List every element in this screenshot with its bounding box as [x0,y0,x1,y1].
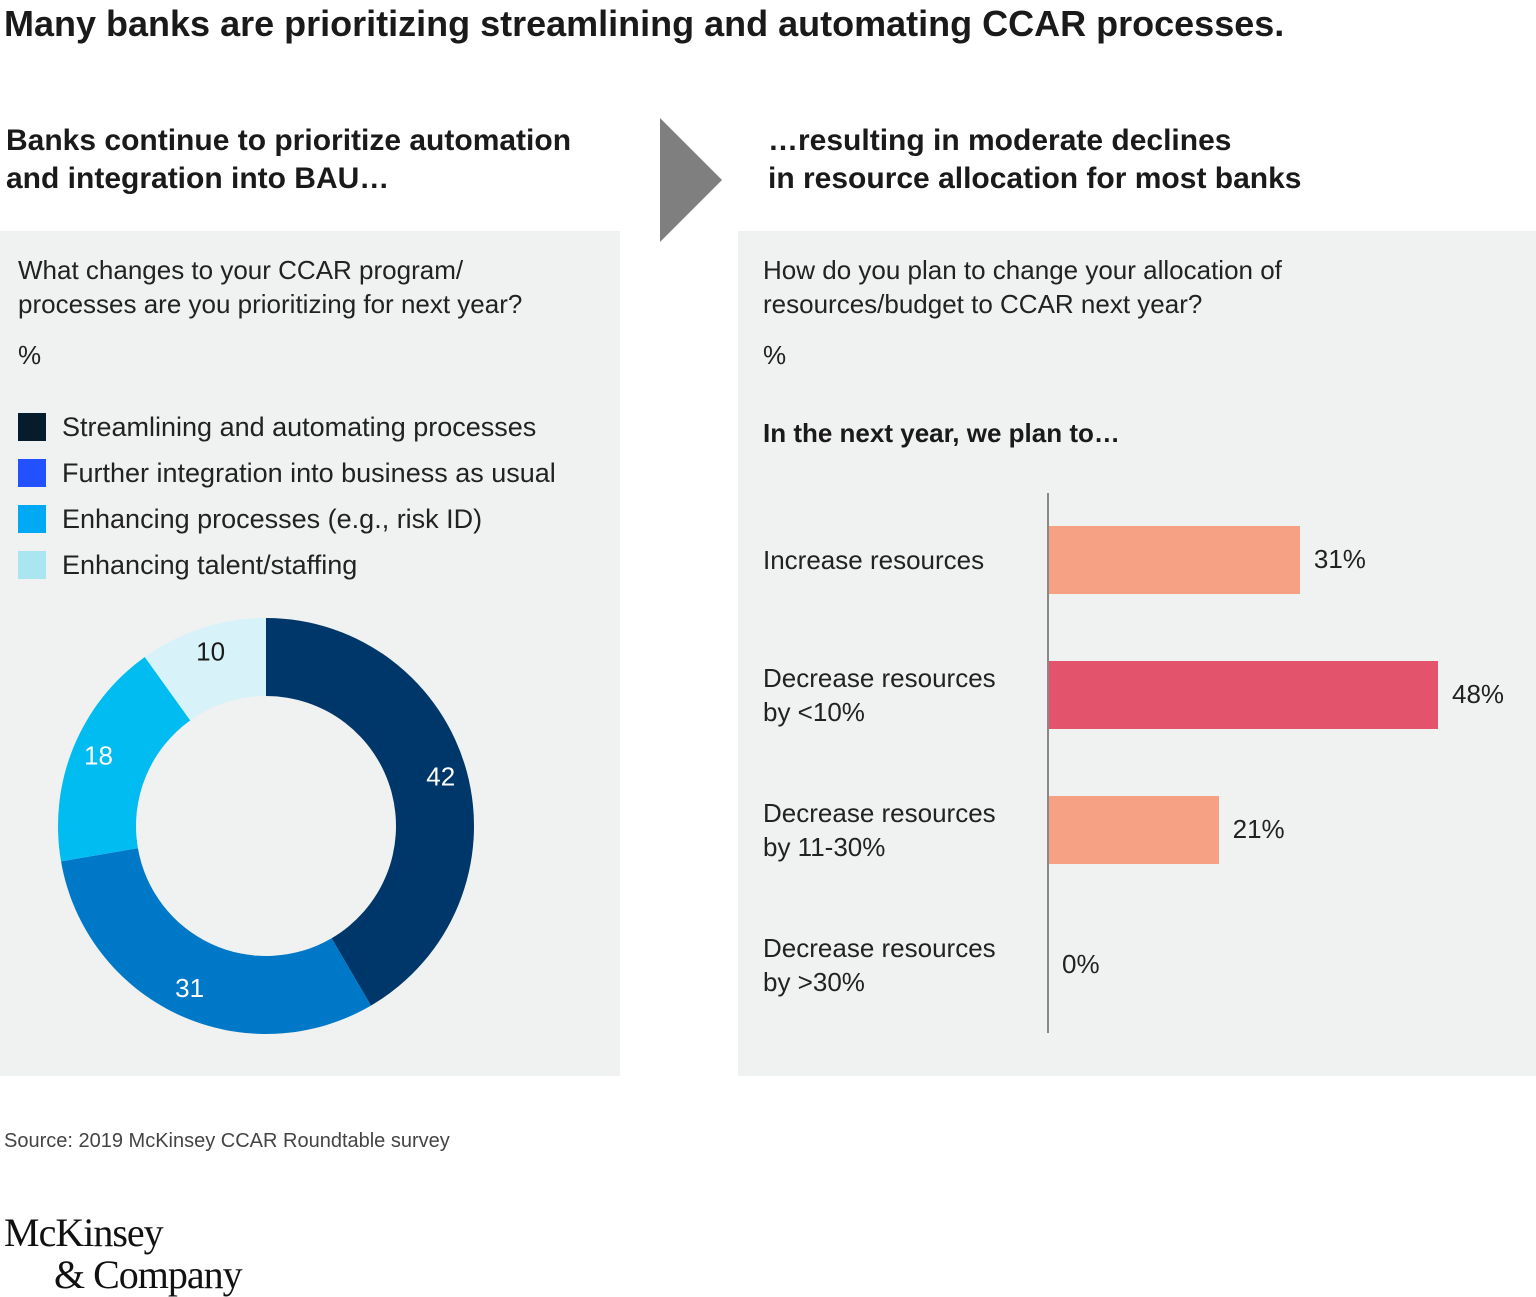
right-subtitle-line-2: in resource allocation for most banks [768,162,1302,195]
bar-axis-line [1047,493,1049,1033]
bar-category-label-line: Decrease resources [763,933,996,963]
bar-category-label-line: by <10% [763,697,865,727]
right-question-line-1: How do you plan to change your allocatio… [763,255,1282,285]
bar-category-label: Increase resources [763,543,984,577]
main-title: Many banks are prioritizing streamlining… [4,3,1285,44]
logo-line-1: McKinsey [4,1210,164,1255]
legend-swatch [18,505,46,533]
donut-slice [144,618,266,721]
bar-category-label: Decrease resources by 11-30% [763,796,996,864]
legend-label: Streamlining and automating processes [62,411,537,442]
donut-value-label: 18 [84,740,113,770]
left-question-line-1: What changes to your CCAR program/ [18,255,464,285]
bar-category-label: Decrease resources by <10% [763,661,996,729]
legend-item: Further integration into business as usu… [18,450,556,496]
donut-slice [266,618,475,1006]
bar-value-label: 31% [1313,544,1366,574]
source-note: Source: 2019 McKinsey CCAR Roundtable su… [4,1130,450,1152]
bar-category-label: Decrease resources by >30% [763,931,996,999]
donut-value-label: 31 [175,973,204,1003]
left-unit-label: % [18,340,42,370]
legend-swatch [18,459,46,487]
right-unit-label: % [763,340,787,370]
bar-category-label-line: by >30% [763,967,865,997]
donut-slice [61,848,371,1034]
bar-category-label-line: Decrease resources [763,663,996,693]
left-subtitle-line-2: and integration into BAU… [6,162,390,195]
legend-label: Enhancing talent/staffing [62,549,358,580]
bar-value-label: 0% [1062,949,1100,979]
legend-label: Further integration into business as usu… [62,457,556,488]
right-subtitle: …resulting in moderate declines in resou… [768,122,1408,198]
bar-category-label-line: Increase resources [763,545,985,575]
donut-value-label: 10 [196,637,225,667]
bar-chart-intro: In the next year, we plan to… [763,418,1120,448]
bar-value-label: 48% [1452,679,1505,709]
legend-label: Enhancing processes (e.g., risk ID) [62,503,483,534]
left-subtitle: Banks continue to prioritize automation … [6,122,626,198]
legend-item: Streamlining and automating processes [18,404,556,450]
legend-swatch [18,551,46,579]
bar [1048,526,1300,594]
donut-slice [58,656,191,862]
right-question-line-2: resources/budget to CCAR next year? [763,289,1203,319]
legend-item: Enhancing talent/staffing [18,542,556,588]
right-question: How do you plan to change your allocatio… [763,253,1282,321]
donut-chart: 42 31 18 10 [58,618,475,1034]
legend-swatch [18,413,46,441]
bar-category-label-line: by 11-30% [763,832,886,862]
left-subtitle-line-1: Banks continue to prioritize automation [6,124,572,157]
legend-item: Enhancing processes (e.g., risk ID) [18,496,556,542]
bar [1048,796,1219,864]
arrow-right-icon [660,118,722,242]
bar-value-label: 21% [1232,814,1285,844]
mckinsey-logo: McKinsey & Company [4,1210,243,1297]
logo-line-2: & Company [54,1252,243,1297]
donut-value-label: 42 [426,762,455,792]
bar-category-label-line: Decrease resources [763,798,996,828]
left-question-line-2: processes are you prioritizing for next … [18,289,523,319]
donut-legend: Streamlining and automating processes Fu… [18,404,556,588]
right-chart-panel [738,231,1536,1076]
left-question: What changes to your CCAR program/ proce… [18,253,522,321]
right-subtitle-line-1: …resulting in moderate declines [768,124,1232,157]
bar [1048,661,1438,729]
